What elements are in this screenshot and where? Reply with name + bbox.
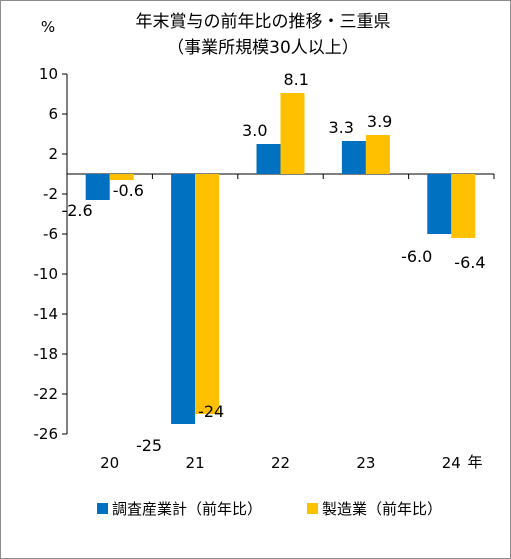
x-tick-label: 22 [271,454,290,472]
x-tick-label: 24 [442,454,461,472]
data-label: -2.6 [61,201,92,220]
plot-area: 10 6 2 -2 -6 -10 -14 -18 -22 -26 20 21 22 23 24 -2.6 -25… [34,65,495,472]
bar [341,141,366,174]
bar [171,174,196,424]
data-label: 3.3 [328,118,353,137]
data-label: 3.9 [367,112,392,131]
data-label: 3.0 [242,121,267,140]
chart-subtitle: （事業所規模30人以上） [167,38,359,58]
data-label: -0.6 [113,181,144,200]
y-tick-label: -6 [43,225,58,243]
bar [256,144,281,174]
y-tick-label: -22 [34,385,59,403]
bar [109,174,134,180]
y-tick-label: 2 [48,145,58,163]
y-tick-label: 6 [48,105,58,123]
y-tick-label: -18 [34,345,59,363]
bar [365,135,390,174]
legend: 調査産業計（前年比） 製造業（前年比） [97,500,442,518]
bar [195,174,220,414]
chart-title: 年末賞与の前年比の推移・三重県 [136,12,391,32]
bar [451,174,476,238]
y-tick-label: -10 [34,265,59,283]
y-tick-label: -2 [43,185,58,203]
legend-swatch [307,503,318,514]
data-label: -6.4 [454,253,485,272]
data-label: -6.0 [401,247,432,266]
bar [85,174,110,200]
y-tick-label: -26 [34,425,59,443]
bar [427,174,452,234]
y-axis-unit: % [41,18,55,36]
x-tick-label: 20 [100,454,119,472]
bar [280,93,305,174]
data-label: 8.1 [284,70,309,89]
x-tick-label: 21 [186,454,205,472]
x-axis-unit: 年 [467,453,482,471]
data-label: -25 [136,436,162,455]
x-tick-label: 23 [356,454,375,472]
legend-swatch [97,503,108,514]
y-tick-label: 10 [39,65,58,83]
data-label: -24 [198,402,224,421]
legend-label: 調査産業計（前年比） [112,500,262,518]
y-tick-label: -14 [34,305,59,323]
legend-label: 製造業（前年比） [322,500,442,518]
